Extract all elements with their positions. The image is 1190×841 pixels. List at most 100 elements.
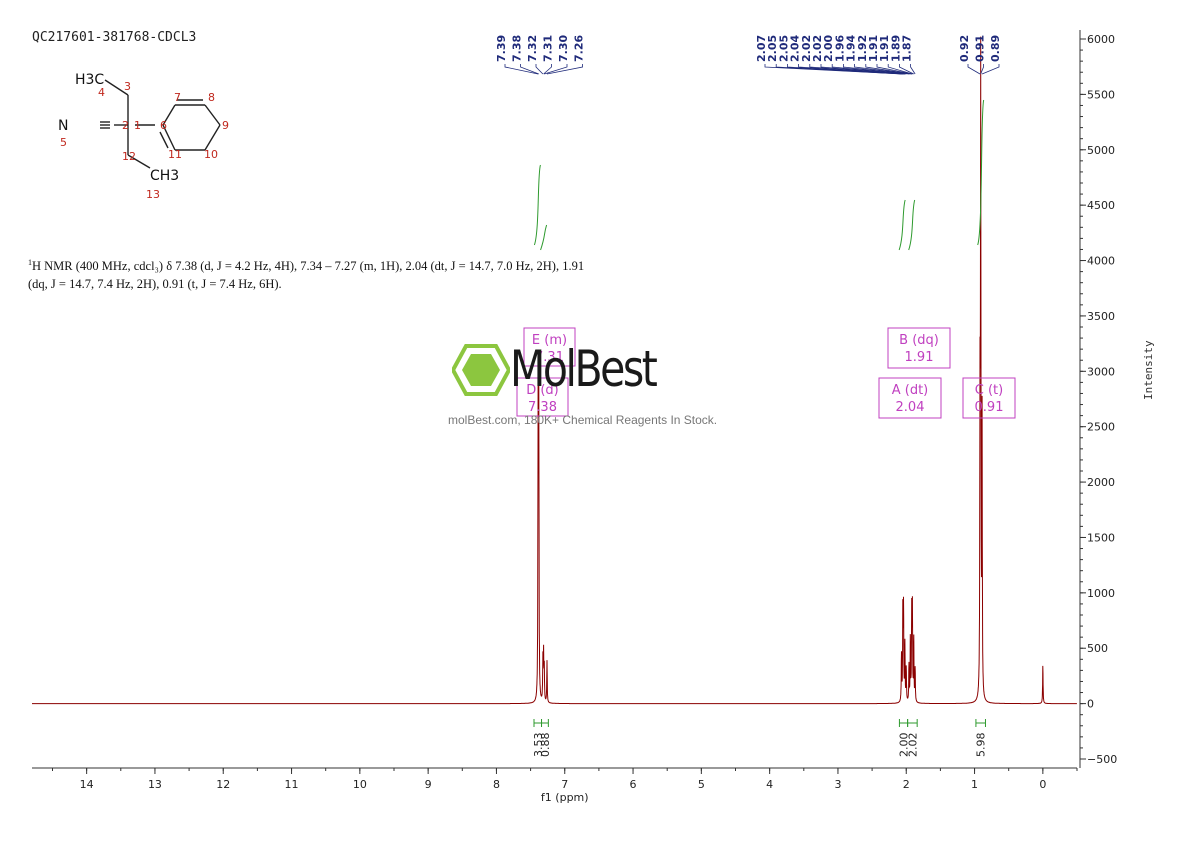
nmr-superscript: 1 [28,258,32,267]
peak-leader [876,64,913,75]
multiplet-shift: 7.38 [528,400,557,415]
watermark-logo-icon [452,344,510,396]
y-tick-label: 4500 [1087,199,1115,212]
multiplet-name: D (d) [526,383,559,398]
multiplet-shift: 7.31 [535,350,564,365]
y-tick-label: 6000 [1087,33,1115,46]
y-tick-label: 2500 [1087,421,1115,434]
atom-number: 2 [122,119,129,132]
peak-label: 2.05 [777,35,790,62]
atom-number: 4 [98,86,105,99]
peak-label: 7.31 [542,35,555,62]
atom-number: 1 [134,119,141,132]
watermark-wordmark: MolBest [510,340,658,398]
multiplet-frame [516,377,569,417]
x-tick-label: 1 [971,778,978,791]
x-tick-label: 2 [903,778,910,791]
x-tick-label: 11 [285,778,299,791]
y-tick-label: 5500 [1087,88,1115,101]
y-axis-label: Intensity [1142,340,1155,400]
multiplet-name: E (m) [532,333,567,348]
integral: 5.98 [975,719,988,757]
peak-label: 1.94 [845,35,858,62]
y-tick-label: 2000 [1087,476,1115,489]
y-tick-label: 5000 [1087,144,1115,157]
peak-label-group-aromatic: 7.39 7.38 7.32 7.31 7.30 7.26 [495,35,586,75]
y-tick-label: 4000 [1087,255,1115,268]
peak-label-group-methylene: 2.072.052.052.042.022.022.001.961.941.92… [755,35,916,75]
atom-number: 13 [146,188,160,201]
x-tick-label: 3 [834,778,841,791]
peak-label: 7.30 [557,35,570,62]
integral-value: 5.98 [975,733,988,758]
peak-label: 2.02 [811,35,824,62]
peak-leader [546,64,583,75]
multiplet-box: D (d) 7.38 [516,377,569,417]
peak-leader [820,64,905,75]
peak-label: 7.38 [511,35,524,62]
multiplet-box: B (dq) 1.91 [887,327,951,369]
x-axis-label: f1 (ppm) [541,791,589,804]
x-tick-label: 6 [630,778,637,791]
x-tick-label: 4 [766,778,773,791]
x-tick-label: 9 [425,778,432,791]
peak-label: 1.91 [867,35,880,62]
integral-value: 2.02 [906,733,919,758]
peak-label: 7.26 [573,35,586,62]
integral-value: 0.88 [539,733,552,758]
integral: 0.88 [539,719,552,757]
peak-label: 1.92 [856,35,869,62]
y-tick-label: 500 [1087,642,1108,655]
atom-number: 7 [174,91,181,104]
peak-label: 7.39 [495,35,508,62]
y-tick-label: −500 [1087,753,1117,766]
integral-curve [898,199,906,251]
atom-number: 3 [124,80,131,93]
sample-id: QC217601-381768-CDCL3 [32,30,197,45]
peak-leader [843,64,910,75]
atom-number: 5 [60,136,67,149]
peak-leader [981,64,1000,75]
nmr-description-text: H NMR (400 MHz, cdcl₃) δ 7.38 (d, J = 4.… [28,259,585,292]
x-tick-label: 10 [353,778,367,791]
ch3-label: CH3 [150,168,179,184]
peak-label: 1.87 [901,35,914,62]
peak-leader [980,64,984,75]
peak-label: 2.04 [789,35,802,62]
peak-label: 2.07 [755,35,768,62]
watermark-tagline: molBest.com, 180K+ Chemical Reagents In … [448,413,718,427]
multiplet-name: B (dq) [899,333,939,348]
y-tick-label: 1500 [1087,531,1115,544]
peak-label: 2.02 [800,35,813,62]
peak-leader [535,64,544,75]
peak-leader [544,64,568,75]
multiplet-shift: 1.91 [905,350,934,365]
atom-number: 8 [208,91,215,104]
peak-label: 1.91 [878,35,891,62]
multiplet-frame [962,377,1016,419]
peak-leader [831,64,907,75]
multiplet-frame [887,327,951,369]
multiplet-name: C (t) [975,383,1003,398]
peak-leader [910,64,916,75]
peak-label: 7.32 [526,35,539,62]
peak-label-group-methyl: 0.92 0.91 0.89 [958,35,1002,75]
multiplet-shift: 2.04 [896,400,925,415]
peak-leader [967,64,981,75]
x-tick-label: 0 [1039,778,1046,791]
peak-leader [899,64,914,75]
atom-number: 6 [160,119,167,132]
integral-curve [908,199,916,251]
peak-label: 2.00 [822,35,835,62]
peak-leader [865,64,912,75]
x-tick-label: 12 [216,778,230,791]
integral-value: 3.53 [532,733,545,758]
spectrum-line [32,36,1077,705]
nmr-description: 1H NMR (400 MHz, cdcl₃) δ 7.38 (d, J = 4… [28,254,588,293]
integral-curve [533,164,541,246]
peak-label: 0.91 [974,35,987,62]
multiplet-frame [523,327,576,367]
x-tick-label: 13 [148,778,162,791]
